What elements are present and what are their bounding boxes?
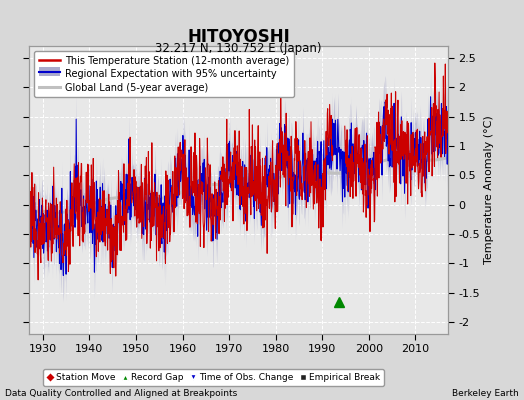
Y-axis label: Temperature Anomaly (°C): Temperature Anomaly (°C) (484, 116, 494, 264)
Text: Berkeley Earth: Berkeley Earth (452, 389, 519, 398)
Text: 32.217 N, 130.752 E (Japan): 32.217 N, 130.752 E (Japan) (155, 42, 322, 55)
Title: HITOYOSHI: HITOYOSHI (187, 28, 290, 46)
Text: Data Quality Controlled and Aligned at Breakpoints: Data Quality Controlled and Aligned at B… (5, 389, 237, 398)
Legend: Station Move, Record Gap, Time of Obs. Change, Empirical Break: Station Move, Record Gap, Time of Obs. C… (43, 370, 384, 386)
